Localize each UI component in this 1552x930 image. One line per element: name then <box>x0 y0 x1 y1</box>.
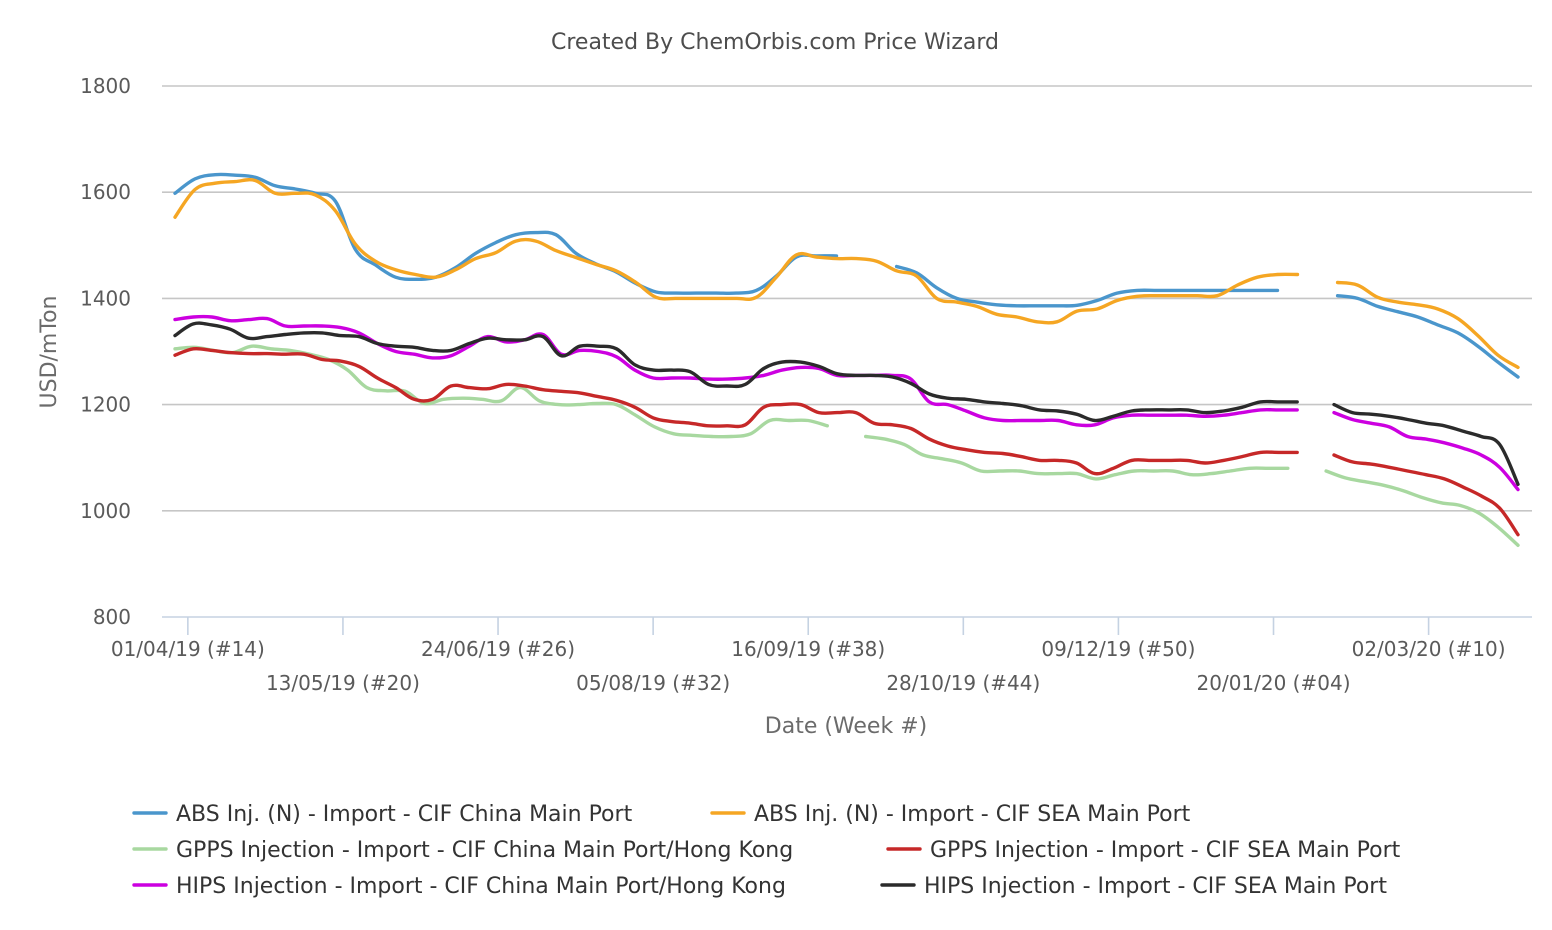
series-line-2-segment-1 <box>864 434 1290 481</box>
y-axis-title: USD/mTon <box>37 296 62 409</box>
x-tick-label-5: 28/10/19 (#44) <box>886 671 1040 695</box>
series-line-3-segment-0 <box>173 346 1299 476</box>
series-line-2-segment-2 <box>1324 469 1520 547</box>
series-line-2-segment-0 <box>173 344 829 439</box>
y-tick-label-1400: 1400 <box>80 286 131 310</box>
y-tick-label-800: 800 <box>93 605 131 629</box>
series-1 <box>173 178 1520 370</box>
series-line-0-segment-1 <box>894 264 1280 308</box>
legend-label-4: HIPS Injection - Import - CIF China Main… <box>176 874 786 899</box>
series-line-1-segment-1 <box>1335 280 1520 370</box>
legend-label-5: HIPS Injection - Import - CIF SEA Main P… <box>924 874 1387 899</box>
x-axis-title: Date (Week #) <box>765 714 927 739</box>
legend-label-2: GPPS Injection - Import - CIF China Main… <box>176 838 793 863</box>
series-line-4-segment-1 <box>1332 410 1520 492</box>
x-tick-label-3: 05/08/19 (#32) <box>576 671 730 695</box>
y-tick-label-1600: 1600 <box>80 180 131 204</box>
x-axis-ticks: 01/04/19 (#14)13/05/19 (#20)24/06/19 (#2… <box>111 617 1506 695</box>
series-5 <box>173 321 1520 486</box>
series-lines <box>173 172 1520 547</box>
legend-label-3: GPPS Injection - Import - CIF SEA Main P… <box>930 838 1401 863</box>
series-2 <box>173 344 1520 547</box>
legend-label-1: ABS Inj. (N) - Import - CIF SEA Main Por… <box>754 802 1191 827</box>
y-tick-label-1000: 1000 <box>80 499 131 523</box>
x-tick-label-0: 01/04/19 (#14) <box>111 637 265 661</box>
series-line-5-segment-0 <box>173 321 1299 423</box>
x-tick-label-1: 13/05/19 (#20) <box>266 671 420 695</box>
series-line-0-segment-2 <box>1335 294 1520 379</box>
y-tick-label-1800: 1800 <box>80 74 131 98</box>
series-line-0-segment-0 <box>173 172 839 296</box>
x-tick-label-4: 16/09/19 (#38) <box>731 637 885 661</box>
gridlines <box>162 85 1532 512</box>
chart-title: Created By ChemOrbis.com Price Wizard <box>551 30 999 55</box>
x-tick-label-2: 24/06/19 (#26) <box>421 637 575 661</box>
y-tick-label-1200: 1200 <box>80 393 131 417</box>
legend-label-0: ABS Inj. (N) - Import - CIF China Main P… <box>176 802 633 827</box>
legend: ABS Inj. (N) - Import - CIF China Main P… <box>132 802 1401 899</box>
series-line-5-segment-1 <box>1332 402 1520 486</box>
x-tick-label-7: 20/01/20 (#04) <box>1197 671 1351 695</box>
series-0 <box>173 172 1520 379</box>
x-tick-label-8: 02/03/20 (#10) <box>1352 637 1506 661</box>
series-line-1-segment-0 <box>173 178 1300 325</box>
x-tick-label-6: 09/12/19 (#50) <box>1041 637 1195 661</box>
series-3 <box>173 346 1520 537</box>
y-axis-ticks: 800 1000 1200 1400 1600 1800 <box>80 74 131 629</box>
series-line-4-segment-0 <box>173 314 1299 428</box>
series-line-3-segment-1 <box>1332 453 1520 537</box>
